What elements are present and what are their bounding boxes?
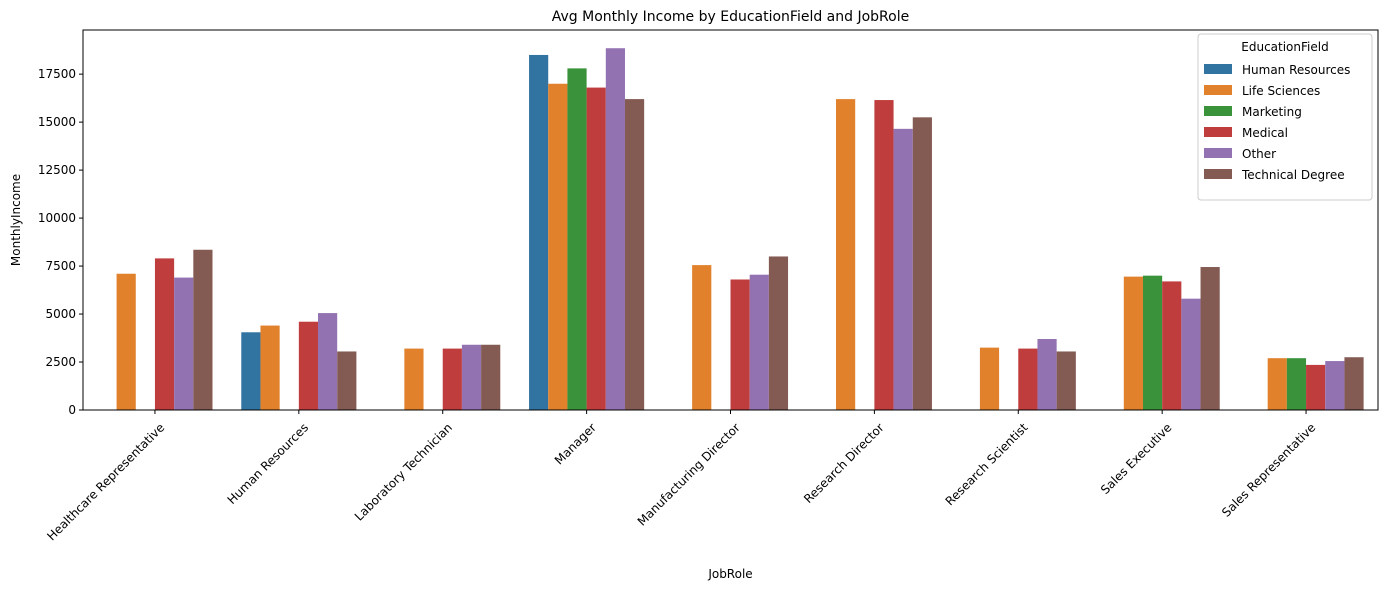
bar (1286, 358, 1307, 410)
y-tick-label: 17500 (38, 67, 76, 81)
legend: EducationField Human Resources Life Scien… (1197, 33, 1373, 201)
bar (298, 321, 319, 410)
y-tick-label: 12500 (38, 163, 76, 177)
bar (749, 274, 769, 410)
bar (404, 348, 424, 410)
legend-swatch (1204, 106, 1232, 116)
legend-swatch (1204, 64, 1232, 74)
bar (481, 344, 501, 410)
chart-title: Avg Monthly Income by EducationField and… (552, 9, 909, 25)
bar (605, 48, 625, 410)
x-tick-label: Sales Representative (1219, 420, 1318, 519)
bar (1181, 298, 1201, 410)
legend-label: Life Sciences (1242, 84, 1320, 98)
bar (529, 54, 549, 410)
bar (260, 325, 280, 410)
bar (1162, 281, 1182, 410)
x-tick-label: Human Resources (225, 420, 312, 507)
bar (1018, 348, 1038, 410)
bar (1325, 361, 1345, 410)
legend-swatch (1204, 85, 1232, 95)
bar (1306, 364, 1326, 410)
x-tick-label: Research Scientist (943, 420, 1031, 508)
bar (912, 117, 932, 410)
bar (1123, 276, 1143, 410)
y-tick-label: 0 (68, 403, 76, 417)
bar (154, 258, 175, 410)
bar (1142, 275, 1163, 410)
bar (893, 128, 913, 410)
x-axis: Healthcare Representative Human Resources… (44, 410, 1318, 543)
bar (874, 100, 894, 410)
bar (174, 277, 194, 410)
y-tick-label: 2500 (45, 355, 76, 369)
x-tick-label: Manager (552, 420, 599, 467)
bar (567, 68, 587, 410)
bar (318, 313, 338, 410)
legend-swatch (1204, 127, 1232, 137)
y-tick-label: 10000 (38, 211, 76, 225)
bar (442, 348, 462, 410)
bar (692, 265, 712, 410)
legend-title: EducationField (1241, 40, 1328, 54)
x-tick-label: Research Director (801, 420, 887, 506)
x-axis-label: JobRole (707, 567, 752, 581)
bar (461, 344, 482, 410)
y-axis: 0 2500 5000 7500 10000 12500 15000 17500 (38, 67, 83, 417)
bar (624, 99, 645, 410)
legend-label: Marketing (1242, 105, 1302, 119)
bar (1056, 351, 1076, 410)
bar (548, 83, 568, 411)
bar (1037, 338, 1057, 410)
bar (586, 87, 606, 411)
bar (768, 256, 789, 410)
bar (1200, 267, 1220, 410)
legend-swatch (1204, 169, 1232, 179)
bar (1344, 357, 1364, 410)
bar (116, 273, 136, 410)
y-tick-label: 15000 (38, 115, 76, 129)
y-tick-label: 5000 (45, 307, 76, 321)
bar (730, 279, 750, 410)
bar (241, 332, 261, 410)
legend-label: Medical (1242, 126, 1288, 140)
legend-box (1197, 33, 1373, 201)
legend-swatch (1204, 148, 1232, 158)
legend-label: Other (1242, 147, 1276, 161)
x-tick-label: Healthcare Representative (44, 420, 167, 543)
x-tick-label: Sales Executive (1098, 420, 1175, 497)
y-axis-label: MonthlyIncome (9, 174, 23, 266)
bar (1267, 358, 1287, 410)
bar (337, 351, 357, 410)
legend-label: Technical Degree (1241, 168, 1345, 182)
legend-items: Human Resources Life Sciences Marketing Med… (1204, 63, 1350, 182)
bar (193, 249, 213, 410)
bar (979, 347, 1000, 410)
bars-layer (116, 48, 1364, 411)
y-tick-label: 7500 (45, 259, 76, 273)
x-tick-label: Laboratory Technician (352, 420, 455, 523)
legend-label: Human Resources (1242, 63, 1350, 77)
x-tick-label: Manufacturing Director (635, 420, 743, 528)
bar (836, 99, 856, 410)
